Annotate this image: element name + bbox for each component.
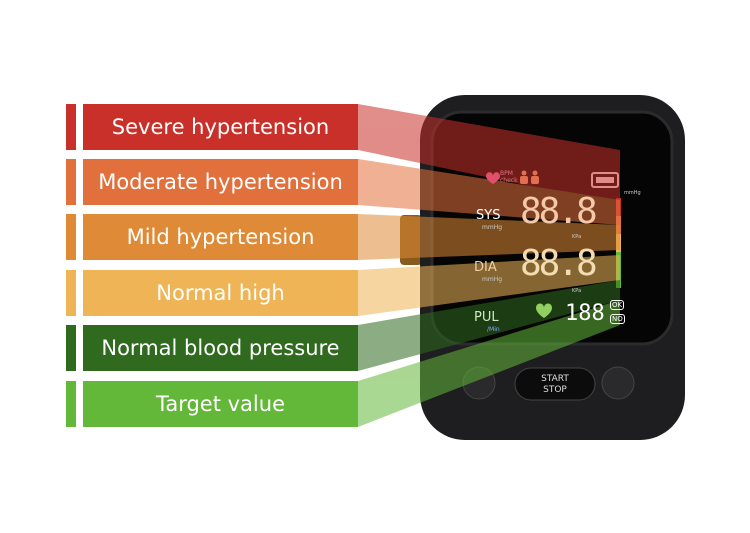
category-label: Target value bbox=[83, 381, 358, 427]
category-color-tick bbox=[66, 104, 76, 150]
start-stop-button[interactable] bbox=[514, 367, 596, 401]
category-color-tick bbox=[66, 270, 76, 316]
category-beam bbox=[358, 159, 620, 225]
category-color-tick bbox=[66, 325, 76, 371]
heart-icon bbox=[486, 172, 500, 184]
category-label: Normal high bbox=[83, 270, 358, 316]
category-label: Moderate hypertension bbox=[83, 159, 358, 205]
category-beam bbox=[358, 280, 620, 371]
memory-button[interactable] bbox=[601, 366, 635, 400]
category-color-tick bbox=[66, 214, 76, 260]
user-icon bbox=[520, 170, 539, 184]
category-label: Mild hypertension bbox=[83, 214, 358, 260]
pulse-heart-icon bbox=[536, 303, 552, 318]
category-color-tick bbox=[66, 381, 76, 427]
category-color-tick bbox=[66, 159, 76, 205]
category-beam bbox=[358, 104, 620, 205]
category-beam bbox=[358, 214, 620, 260]
category-beam bbox=[358, 300, 620, 427]
category-beam bbox=[358, 255, 620, 316]
category-label: Normal blood pressure bbox=[83, 325, 358, 371]
category-label: Severe hypertension bbox=[83, 104, 358, 150]
